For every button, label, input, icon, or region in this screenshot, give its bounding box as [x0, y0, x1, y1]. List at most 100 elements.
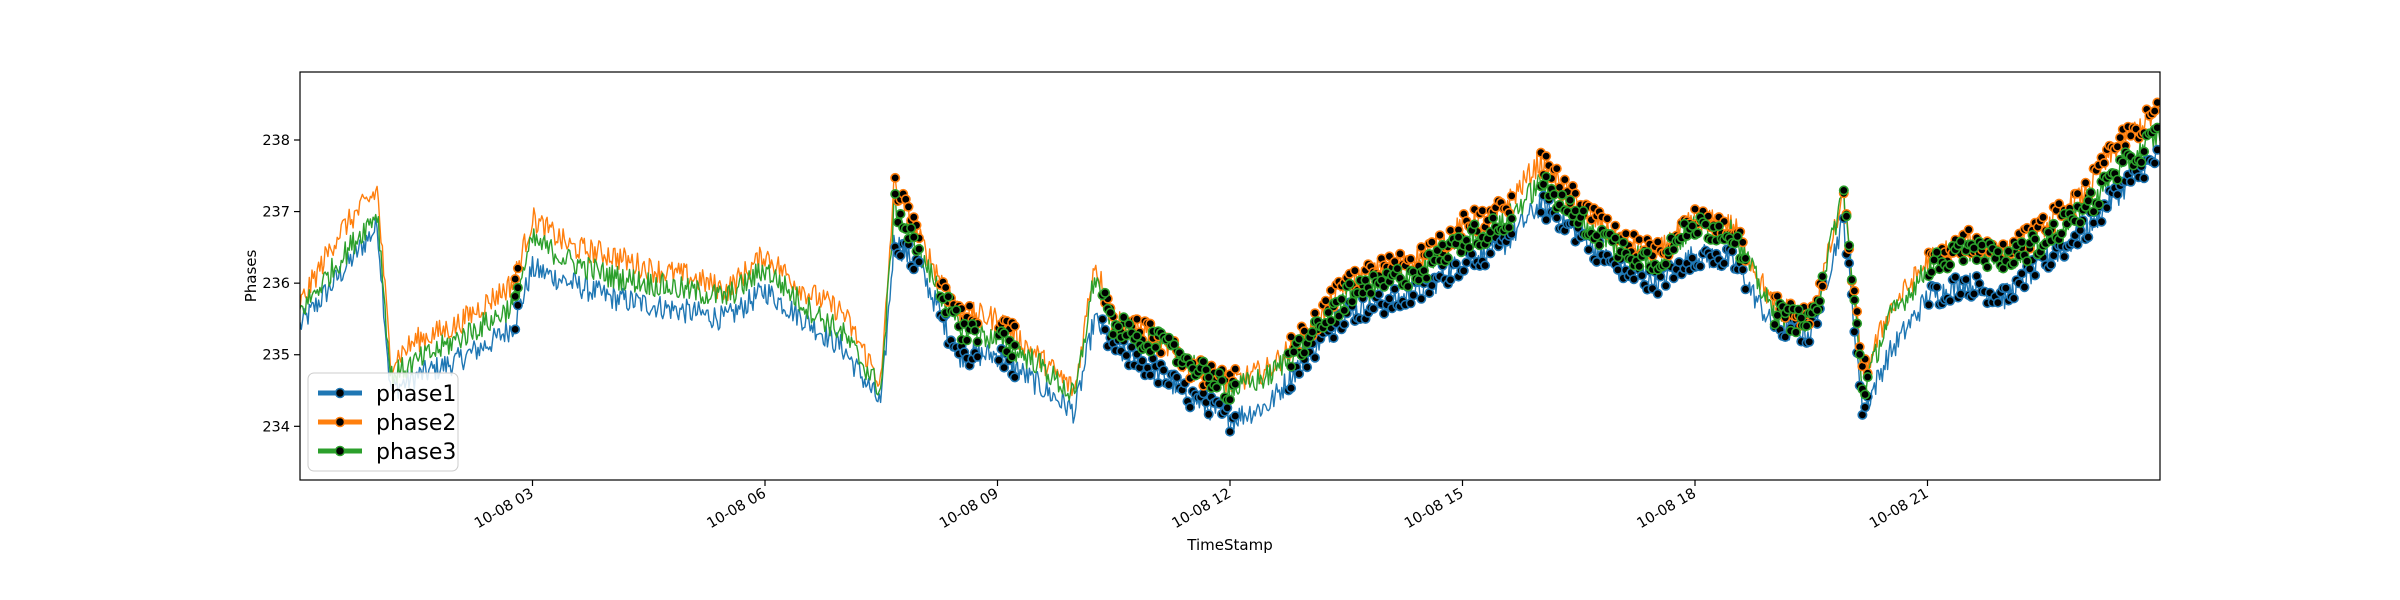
series-marker-phase1	[999, 362, 1010, 373]
series-marker-phase3	[1772, 310, 1783, 321]
series-marker-phase2	[903, 201, 914, 212]
series-marker-phase1	[1931, 282, 1942, 293]
series-marker-phase1	[1373, 289, 1384, 300]
series-marker-phase3	[1931, 247, 1942, 258]
series-marker-phase3	[2056, 228, 2067, 239]
series-marker-phase3	[1541, 171, 1552, 182]
series-marker-phase3	[1634, 261, 1645, 272]
series-marker-phase3	[1132, 330, 1143, 341]
series-marker-phase2	[2115, 132, 2126, 143]
series-marker-phase3	[1841, 211, 1852, 222]
series-marker-phase1	[1961, 274, 1972, 285]
series-marker-phase1	[1551, 212, 1562, 223]
series-marker-phase2	[2099, 158, 2110, 169]
series-marker-phase3	[1642, 247, 1653, 258]
series-marker-phase3	[1217, 375, 1228, 386]
series-marker-phase3	[1230, 379, 1241, 390]
legend-marker-phase3	[334, 445, 346, 457]
series-marker-phase3	[1403, 281, 1414, 292]
series-marker-phase2	[1506, 190, 1517, 201]
series-marker-phase3	[1860, 389, 1871, 400]
series-marker-phase3	[2088, 206, 2099, 217]
series-marker-phase2	[1690, 204, 1701, 215]
series-marker-phase3	[1977, 240, 1988, 251]
y-tick-label: 236	[262, 276, 290, 292]
series-marker-phase1	[1302, 362, 1313, 373]
series-marker-phase3	[1955, 236, 1966, 247]
series-marker-phase3	[1844, 240, 1855, 251]
series-marker-phase1	[2101, 202, 2112, 213]
series-marker-phase1	[914, 256, 925, 267]
series-marker-phase1	[1389, 284, 1400, 295]
series-marker-phase3	[2030, 234, 2041, 245]
series-marker-phase1	[1009, 372, 1020, 383]
series-marker-phase3	[1469, 219, 1480, 230]
series-marker-phase3	[1100, 287, 1111, 298]
series-marker-phase1	[1203, 409, 1214, 420]
series-marker-phase1	[1310, 352, 1321, 363]
series-marker-phase3	[1578, 205, 1589, 216]
series-marker-phase2	[1132, 314, 1143, 325]
series-marker-phase1	[1294, 368, 1305, 379]
series-marker-phase3	[999, 328, 1010, 339]
series-marker-phase3	[1392, 263, 1403, 274]
series-marker-phase3	[1812, 305, 1823, 316]
legend: phase1 phase2 phase3	[307, 372, 459, 472]
series-marker-phase3	[1852, 318, 1863, 329]
series-marker-phase1	[2000, 283, 2011, 294]
series-marker-phase1	[1230, 410, 1241, 421]
series-marker-phase1	[1286, 383, 1297, 394]
series-marker-phase3	[1203, 372, 1214, 383]
series-marker-phase2	[1230, 363, 1241, 374]
series-marker-phase3	[2043, 227, 2054, 238]
series-marker-phase3	[1849, 294, 1860, 305]
series-marker-phase3	[2136, 157, 2147, 168]
series-marker-phase1	[2059, 251, 2070, 262]
series-marker-phase3	[1118, 312, 1129, 323]
series-marker-phase2	[1551, 163, 1562, 174]
series-marker-phase1	[1416, 293, 1427, 304]
series-marker-phase1	[2030, 270, 2041, 281]
series-marker-phase3	[2093, 199, 2104, 210]
series-marker-phase3	[1198, 356, 1209, 367]
series-marker-phase2	[1541, 151, 1552, 162]
legend-marker-phase2	[334, 416, 346, 428]
series-marker-phase2	[1405, 254, 1416, 265]
series-marker-phase3	[1007, 351, 1018, 362]
series-marker-phase1	[1214, 398, 1225, 409]
series-marker-phase1	[1097, 314, 1108, 325]
series-marker-phase1	[1950, 272, 1961, 283]
series-marker-phase2	[1998, 239, 2009, 250]
series-marker-phase3	[1124, 319, 1135, 330]
series-marker-phase1	[1992, 297, 2003, 308]
series-marker-phase1	[1450, 258, 1461, 269]
series-marker-phase3	[1769, 319, 1780, 330]
series-marker-phase3	[1437, 239, 1448, 250]
series-marker-phase3	[2139, 146, 2150, 157]
series-marker-phase1	[1844, 258, 1855, 269]
series-marker-phase1	[972, 351, 983, 362]
series-marker-phase2	[1963, 224, 1974, 235]
series-marker-phase3	[890, 189, 901, 200]
series-marker-phase3	[1211, 382, 1222, 393]
series-marker-phase3	[1945, 259, 1956, 270]
series-marker-phase3	[1421, 273, 1432, 284]
series-marker-phase3	[1713, 221, 1724, 232]
series-marker-phase3	[1958, 255, 1969, 266]
series-marker-phase3	[1288, 346, 1299, 357]
series-marker-phase1	[1687, 253, 1698, 264]
series-marker-phase3	[1169, 339, 1180, 350]
series-marker-phase3	[2152, 122, 2160, 133]
series-marker-phase3	[1339, 305, 1350, 316]
series-marker-phase3	[2112, 174, 2123, 185]
series-marker-phase1	[895, 250, 906, 261]
x-axis-label: TimeStamp	[1186, 536, 1272, 554]
series-marker-phase1	[1339, 319, 1350, 330]
series-marker-phase2	[2080, 177, 2091, 188]
series-marker-phase3	[1108, 329, 1119, 340]
series-marker-phase1	[1445, 274, 1456, 285]
series-marker-phase3	[914, 244, 925, 255]
series-marker-phase1	[1628, 274, 1639, 285]
series-marker-phase1	[1740, 284, 1751, 295]
series-marker-phase3	[1791, 327, 1802, 338]
